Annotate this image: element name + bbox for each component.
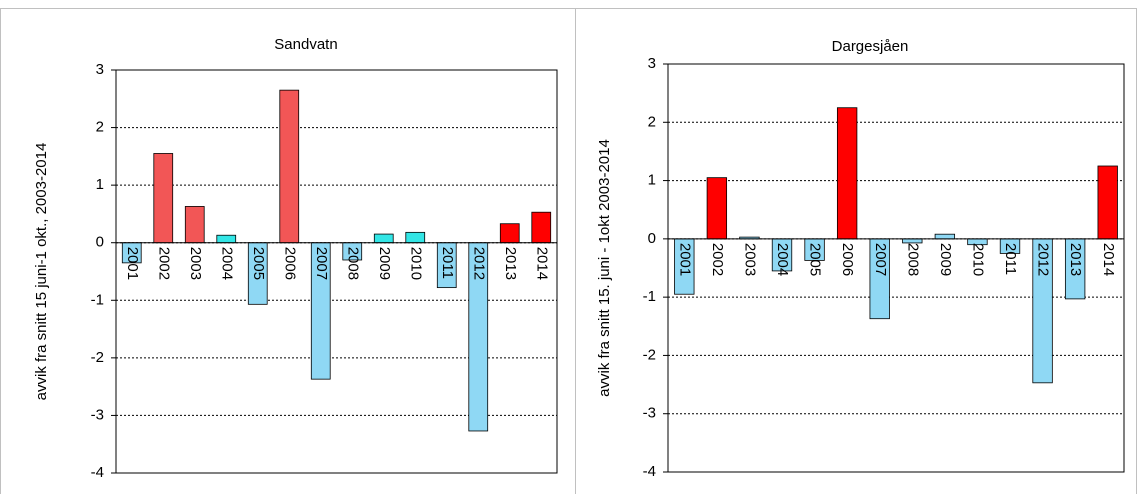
y-tick-label: 3 — [648, 55, 656, 72]
x-tick-label: 2013 — [502, 247, 519, 280]
bar — [499, 223, 520, 244]
bar — [706, 177, 728, 240]
y-axis-label: avvik fra snitt 15 juni-1 okt., 2003-201… — [33, 143, 50, 401]
chart-title: Dargesjåen — [832, 38, 909, 55]
x-tick-label: 2005 — [807, 243, 824, 276]
x-tick-label: 2010 — [969, 243, 986, 276]
y-tick-label: -4 — [91, 464, 104, 481]
plot-border — [115, 69, 558, 474]
bar — [184, 206, 205, 244]
bar — [216, 234, 237, 244]
y-tick-label: -1 — [91, 291, 104, 308]
x-tick-label: 2011 — [1002, 243, 1019, 275]
y-tick-label: -3 — [91, 406, 104, 423]
bar — [531, 211, 552, 244]
y-tick-label: -4 — [643, 463, 656, 480]
x-tick-label: 2012 — [470, 247, 487, 280]
y-tick-label: 2 — [648, 113, 656, 130]
x-tick-label: 2009 — [937, 243, 954, 276]
plot-border — [667, 63, 1125, 473]
bar — [373, 233, 394, 244]
x-tick-label: 2014 — [1100, 243, 1117, 276]
y-tick-label: 1 — [648, 172, 656, 189]
x-tick-label: 2007 — [872, 243, 889, 276]
y-axis-label: avvik fra snitt 15. juni - 1okt 2003-201… — [596, 139, 613, 397]
x-tick-label: 2004 — [218, 247, 235, 280]
y-tick-label: -2 — [91, 349, 104, 366]
bar — [153, 153, 174, 244]
x-tick-label: 2001 — [676, 243, 693, 276]
x-tick-label: 2008 — [344, 247, 361, 280]
y-tick-label: -1 — [643, 288, 656, 305]
x-tick-label: 2002 — [709, 243, 726, 276]
x-tick-label: 2010 — [407, 247, 424, 280]
x-tick-label: 2005 — [250, 247, 267, 280]
x-tick-label: 2001 — [124, 247, 141, 280]
x-tick-label: 2008 — [904, 243, 921, 276]
x-tick-label: 2007 — [313, 247, 330, 280]
y-tick-label: 0 — [648, 230, 656, 247]
x-tick-label: 2006 — [281, 247, 298, 280]
y-tick-label: 2 — [96, 119, 104, 136]
x-tick-label: 2003 — [741, 243, 758, 276]
x-tick-label: 2013 — [1067, 243, 1084, 276]
bar — [934, 233, 956, 240]
x-tick-label: 2014 — [533, 247, 550, 280]
chart-title: Sandvatn — [274, 36, 337, 53]
y-tick-label: -3 — [643, 405, 656, 422]
bar — [1097, 165, 1118, 240]
x-tick-label: 2009 — [376, 247, 393, 280]
y-tick-label: 1 — [96, 176, 104, 193]
x-tick-label: 2002 — [155, 247, 172, 280]
x-tick-label: 2004 — [774, 243, 791, 276]
x-tick-label: 2011 — [439, 247, 456, 279]
y-tick-label: 0 — [96, 234, 104, 251]
bar — [279, 89, 300, 244]
x-tick-label: 2006 — [839, 243, 856, 276]
x-tick-label: 2012 — [1035, 243, 1052, 276]
y-tick-label: -2 — [643, 346, 656, 363]
bar — [836, 107, 858, 240]
x-tick-label: 2003 — [187, 247, 204, 280]
y-tick-label: 3 — [96, 61, 104, 78]
bar — [405, 231, 426, 244]
